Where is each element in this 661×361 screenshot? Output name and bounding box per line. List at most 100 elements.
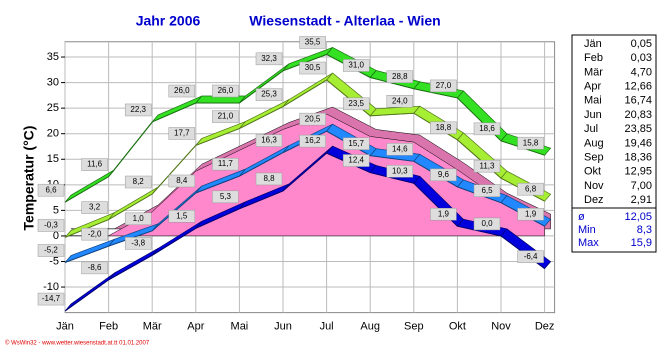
chart-title: Jahr 2006: [136, 13, 201, 29]
value-label: -14,7: [42, 294, 61, 303]
chart-subtitle: Wiesenstadt - Alterlaa - Wien: [249, 13, 440, 29]
value-label-box: [212, 157, 239, 171]
x-tick-label: Mär: [143, 321, 162, 333]
y-axis-title: Temperatur (°C): [21, 126, 37, 231]
value-label-box: [81, 158, 108, 171]
summary-value: 15,9: [631, 237, 652, 249]
y-tick-label: -5: [49, 255, 59, 267]
table-month: Apr: [584, 81, 601, 93]
value-label-box: [212, 110, 239, 123]
value-label: 5,3: [220, 192, 232, 201]
value-label: -5,2: [44, 246, 58, 255]
table-value: 18,36: [624, 152, 652, 164]
table-value: 4,70: [631, 66, 652, 78]
value-label: 26,0: [218, 86, 234, 95]
value-label: 1,9: [525, 209, 537, 218]
value-label: 26,0: [174, 86, 190, 95]
value-label-box: [255, 172, 283, 186]
value-label: 20,5: [305, 114, 321, 123]
value-label: 12,4: [348, 156, 364, 165]
value-label: 18,6: [479, 124, 495, 133]
y-tick-label: -10: [43, 281, 59, 293]
value-label: 11,6: [87, 160, 103, 169]
value-label: 0,0: [481, 219, 493, 228]
y-tick-label: 30: [47, 76, 59, 88]
value-label-box: [81, 201, 108, 214]
value-label-box: [81, 261, 108, 275]
value-label: -0,3: [44, 221, 58, 230]
value-label-box: [342, 137, 370, 150]
value-label-box: [473, 217, 501, 231]
x-tick-label: Jun: [274, 321, 292, 333]
x-tick-label: Okt: [449, 321, 466, 333]
x-tick-label: Feb: [99, 321, 118, 333]
value-label-box: [342, 97, 370, 111]
value-label: 21,0: [218, 112, 234, 121]
x-tick-label: Jän: [56, 321, 74, 333]
value-label-box: [212, 190, 239, 204]
value-label: 22,3: [130, 105, 146, 114]
table-value: 7,00: [631, 180, 652, 192]
y-tick-label: 0: [53, 230, 59, 242]
value-label-box: [430, 79, 457, 93]
value-label-box: [473, 122, 501, 136]
value-label: 14,6: [392, 144, 408, 153]
x-tick-label: Nov: [491, 321, 511, 333]
summary-value: 12,05: [624, 211, 652, 223]
value-label-box: [299, 112, 326, 126]
y-tick-label: 35: [47, 51, 59, 63]
value-label-box: [299, 61, 326, 75]
table-value: 12,66: [624, 81, 652, 93]
value-label: 8,4: [176, 176, 188, 185]
footer: © WsWin32 - www.wetter.wiesenstadt.at.tt…: [5, 340, 150, 347]
table-value: 0,03: [631, 52, 652, 64]
value-label: 32,3: [261, 54, 277, 63]
value-label-box: [430, 121, 457, 135]
value-label-box: [342, 59, 370, 72]
value-label-box: [212, 84, 239, 98]
value-label: 9,6: [438, 170, 450, 179]
value-label: 18,8: [436, 123, 452, 132]
table-value: 12,95: [624, 166, 652, 178]
value-label-box: [386, 95, 414, 108]
value-label-box: [386, 143, 414, 156]
table-month: Jul: [584, 123, 598, 135]
value-label: 30,5: [305, 63, 321, 72]
value-label-box: [473, 184, 501, 197]
value-label-box: [255, 134, 283, 147]
value-label-box: [168, 84, 196, 98]
value-label-box: [386, 165, 414, 178]
value-label-box: [124, 212, 152, 226]
value-label-box: [517, 250, 544, 263]
y-tick-label: 15: [47, 153, 59, 165]
x-tick-label: Sep: [404, 321, 424, 333]
value-label-box: [37, 244, 65, 257]
value-label: 8,2: [133, 177, 145, 186]
table-month: Jän: [584, 38, 602, 50]
table-value: 2,91: [631, 194, 652, 206]
value-label-box: [517, 136, 544, 150]
value-label-box: [430, 207, 457, 221]
table-value: 0,05: [631, 38, 652, 50]
value-label: 11,3: [480, 161, 496, 170]
table-month: Dez: [584, 194, 604, 206]
value-label: 31,0: [348, 61, 364, 70]
value-label-box: [168, 127, 196, 140]
value-label: 24,0: [392, 96, 408, 105]
value-label-box: [255, 52, 283, 66]
y-tick-label: 5: [53, 204, 59, 216]
value-label: -8,6: [88, 263, 102, 272]
value-label: 1,0: [133, 214, 145, 223]
x-tick-label: Mai: [231, 321, 249, 333]
table-month: Feb: [584, 52, 603, 64]
value-label: 3,2: [89, 203, 101, 212]
value-label-box: [168, 210, 196, 223]
y-tick-label: 25: [47, 102, 59, 114]
value-label: -3,8: [131, 238, 145, 247]
summary-value: 8,3: [637, 224, 652, 236]
stats-table: [571, 34, 657, 253]
value-label: 6,5: [481, 186, 493, 195]
table-month: Jun: [584, 109, 602, 121]
value-label-box: [124, 237, 152, 250]
